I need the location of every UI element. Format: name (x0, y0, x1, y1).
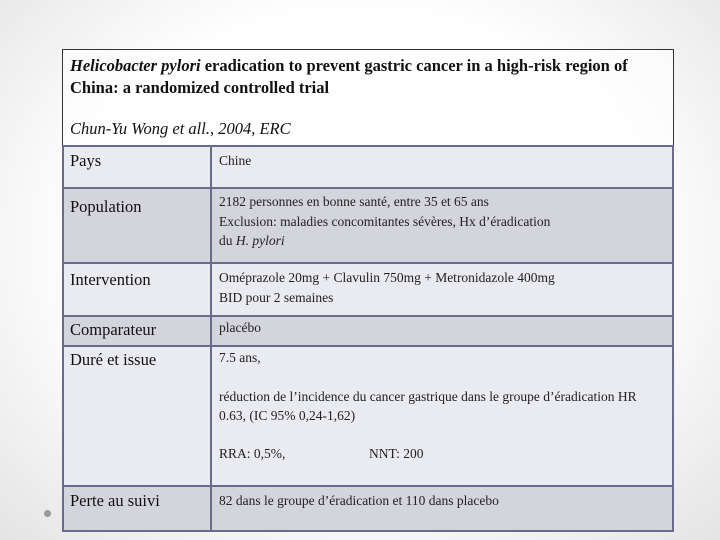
row-value: 2182 personnes en bonne santé, entre 35 … (212, 189, 672, 262)
row-label: Population (64, 189, 212, 262)
bullet-icon (44, 510, 51, 517)
value-line: Exclusion: maladies concomitantes sévère… (219, 213, 551, 229)
rra-value: RRA: 0,5%, (219, 445, 286, 461)
study-title: Helicobacter pylori eradication to preve… (70, 55, 666, 99)
row-value: Oméprazole 20mg + Clavulin 750mg + Metro… (212, 264, 672, 315)
title-rest: eradication to prevent gastric cancer in… (70, 56, 628, 97)
table-row: Comparateur placébo (64, 315, 672, 345)
table-row: Perte au suivi 82 dans le groupe d’éradi… (64, 485, 672, 530)
row-label: Duré et issue (64, 347, 212, 485)
table-row: Intervention Oméprazole 20mg + Clavulin … (64, 262, 672, 315)
value-line: du H. pylori (219, 231, 665, 251)
table-row: Pays Chine (64, 147, 672, 187)
value-line: BID pour 2 semaines (219, 289, 334, 305)
value-text: du (219, 233, 236, 248)
value-line: 2182 personnes en bonne santé, entre 35 … (219, 194, 489, 209)
value-line: 82 dans le groupe d’éradication et 110 d… (219, 493, 499, 508)
row-value: 7.5 ans, réduction de l’incidence du can… (212, 347, 672, 485)
study-header: Helicobacter pylori eradication to preve… (62, 49, 674, 146)
row-label: Intervention (64, 264, 212, 315)
study-authors: Chun-Yu Wong et all., 2004, ERC (70, 119, 291, 138)
row-label: Comparateur (64, 317, 212, 345)
value-line: placébo (219, 320, 261, 335)
value-line: Chine (219, 153, 252, 168)
summary-table: Pays Chine Population 2182 personnes en … (62, 145, 674, 532)
table-row: Population 2182 personnes en bonne santé… (64, 187, 672, 262)
value-italic: H. pylori (235, 233, 285, 248)
title-italic: Helicobacter pylori (70, 56, 201, 75)
row-value: Chine (212, 147, 672, 187)
table-row: Duré et issue 7.5 ans, réduction de l’in… (64, 345, 672, 485)
row-label: Perte au suivi (64, 487, 212, 530)
nnt-value: NNT: 200 (369, 445, 424, 461)
value-line: Oméprazole 20mg + Clavulin 750mg + Metro… (219, 270, 555, 285)
value-line: RRA: 0,5%, NNT: 200 (219, 444, 665, 464)
row-value: 82 dans le groupe d’éradication et 110 d… (212, 487, 672, 530)
value-line: 7.5 ans, (219, 350, 261, 365)
row-value: placébo (212, 317, 672, 345)
value-line: réduction de l’incidence du cancer gastr… (219, 388, 637, 424)
row-label: Pays (64, 147, 212, 187)
